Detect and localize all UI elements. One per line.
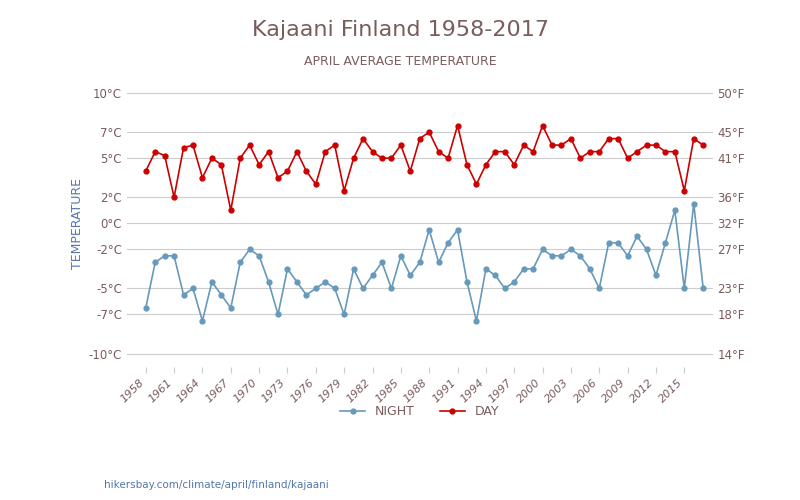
NIGHT bbox=[339, 312, 349, 318]
NIGHT bbox=[311, 286, 321, 292]
NIGHT bbox=[698, 286, 708, 292]
Text: APRIL AVERAGE TEMPERATURE: APRIL AVERAGE TEMPERATURE bbox=[304, 55, 496, 68]
Y-axis label: TEMPERATURE: TEMPERATURE bbox=[71, 178, 84, 269]
DAY bbox=[292, 148, 302, 154]
DAY bbox=[141, 168, 150, 174]
NIGHT bbox=[141, 305, 150, 311]
DAY bbox=[226, 207, 235, 213]
Text: Kajaani Finland 1958-2017: Kajaani Finland 1958-2017 bbox=[251, 20, 549, 40]
DAY bbox=[245, 142, 254, 148]
NIGHT bbox=[198, 318, 207, 324]
Text: hikersbay.com/climate/april/finland/kajaani: hikersbay.com/climate/april/finland/kaja… bbox=[104, 480, 329, 490]
DAY bbox=[453, 122, 462, 128]
DAY bbox=[510, 162, 519, 168]
NIGHT bbox=[689, 200, 698, 206]
DAY bbox=[330, 142, 339, 148]
DAY bbox=[339, 188, 349, 194]
NIGHT bbox=[245, 246, 254, 252]
NIGHT bbox=[292, 279, 302, 285]
Line: NIGHT: NIGHT bbox=[143, 202, 706, 324]
Legend: NIGHT, DAY: NIGHT, DAY bbox=[335, 400, 505, 423]
DAY bbox=[311, 181, 321, 187]
NIGHT bbox=[330, 286, 339, 292]
NIGHT bbox=[500, 286, 510, 292]
DAY bbox=[698, 142, 708, 148]
Line: DAY: DAY bbox=[143, 123, 706, 212]
